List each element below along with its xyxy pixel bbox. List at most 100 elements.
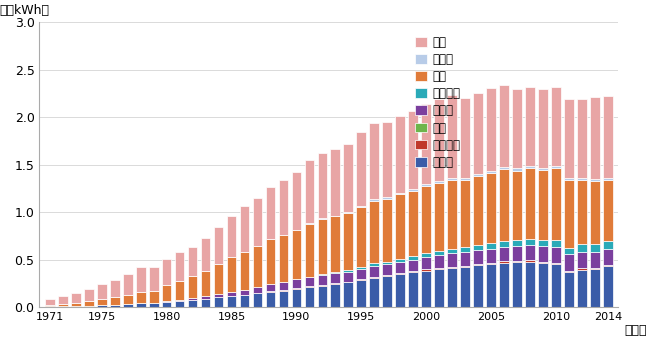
Bar (292, 279, 302, 288)
Bar (538, 170, 548, 240)
Bar (577, 252, 587, 268)
Bar (317, 274, 327, 275)
Bar (460, 247, 470, 252)
Bar (240, 295, 250, 307)
Bar (266, 291, 276, 292)
Bar (538, 246, 548, 262)
Bar (395, 194, 405, 259)
Bar (201, 299, 211, 307)
Bar (551, 240, 561, 246)
Bar (343, 144, 353, 212)
Bar (162, 259, 172, 285)
Bar (499, 246, 509, 261)
Bar (227, 292, 237, 296)
Bar (395, 259, 405, 262)
Bar (214, 297, 224, 307)
Bar (434, 268, 444, 269)
Bar (551, 246, 561, 263)
Bar (434, 99, 444, 181)
Bar (512, 240, 522, 246)
Bar (421, 257, 431, 269)
Bar (188, 298, 198, 300)
Bar (382, 276, 392, 307)
Bar (525, 260, 535, 261)
Bar (408, 111, 418, 189)
Bar (227, 296, 237, 307)
Bar (525, 239, 535, 245)
Bar (551, 263, 561, 264)
Bar (486, 171, 496, 173)
Bar (603, 266, 613, 307)
Bar (577, 244, 587, 252)
Bar (603, 96, 613, 178)
Bar (305, 277, 314, 286)
Bar (175, 252, 185, 280)
Bar (369, 264, 379, 266)
Bar (305, 224, 314, 277)
Bar (447, 249, 457, 253)
Bar (525, 166, 535, 168)
Bar (45, 299, 55, 305)
Bar (305, 286, 314, 287)
Bar (577, 178, 587, 180)
Bar (382, 199, 392, 261)
Bar (551, 264, 561, 307)
Bar (408, 271, 418, 272)
Bar (590, 268, 600, 269)
Bar (317, 218, 327, 219)
Bar (330, 273, 340, 284)
Bar (460, 266, 470, 267)
Bar (149, 303, 159, 307)
Bar (84, 301, 94, 306)
Bar (356, 267, 366, 269)
Bar (305, 287, 314, 307)
Bar (356, 206, 366, 207)
Bar (395, 273, 405, 274)
Bar (266, 239, 276, 284)
Bar (473, 176, 483, 245)
Bar (590, 179, 600, 181)
Bar (58, 306, 68, 307)
Bar (512, 171, 522, 240)
Bar (253, 287, 263, 293)
Bar (564, 99, 574, 178)
Bar (123, 295, 133, 304)
Bar (551, 166, 561, 168)
Bar (434, 255, 444, 268)
Bar (499, 167, 509, 169)
Bar (266, 284, 276, 291)
Bar (421, 271, 431, 307)
Bar (590, 244, 600, 252)
Bar (110, 297, 120, 305)
Bar (499, 169, 509, 241)
Bar (395, 262, 405, 273)
Bar (590, 98, 600, 179)
Bar (512, 168, 522, 171)
Text: （兆kWh）: （兆kWh） (0, 4, 49, 17)
Bar (590, 181, 600, 244)
Bar (149, 290, 159, 303)
Bar (279, 235, 289, 282)
Bar (499, 85, 509, 167)
Bar (162, 301, 172, 302)
Bar (136, 267, 146, 292)
Bar (395, 193, 405, 194)
Bar (305, 223, 314, 224)
Bar (499, 241, 509, 246)
Bar (97, 305, 107, 307)
Bar (421, 186, 431, 253)
Bar (551, 168, 561, 240)
Bar (564, 271, 574, 272)
Bar (369, 277, 379, 278)
Bar (188, 276, 198, 298)
Bar (317, 153, 327, 218)
Bar (317, 219, 327, 274)
Bar (162, 285, 172, 301)
Bar (292, 230, 302, 279)
Bar (188, 300, 198, 307)
Bar (292, 172, 302, 230)
Bar (512, 246, 522, 261)
Bar (227, 257, 237, 292)
Bar (240, 206, 250, 252)
Bar (175, 300, 185, 301)
